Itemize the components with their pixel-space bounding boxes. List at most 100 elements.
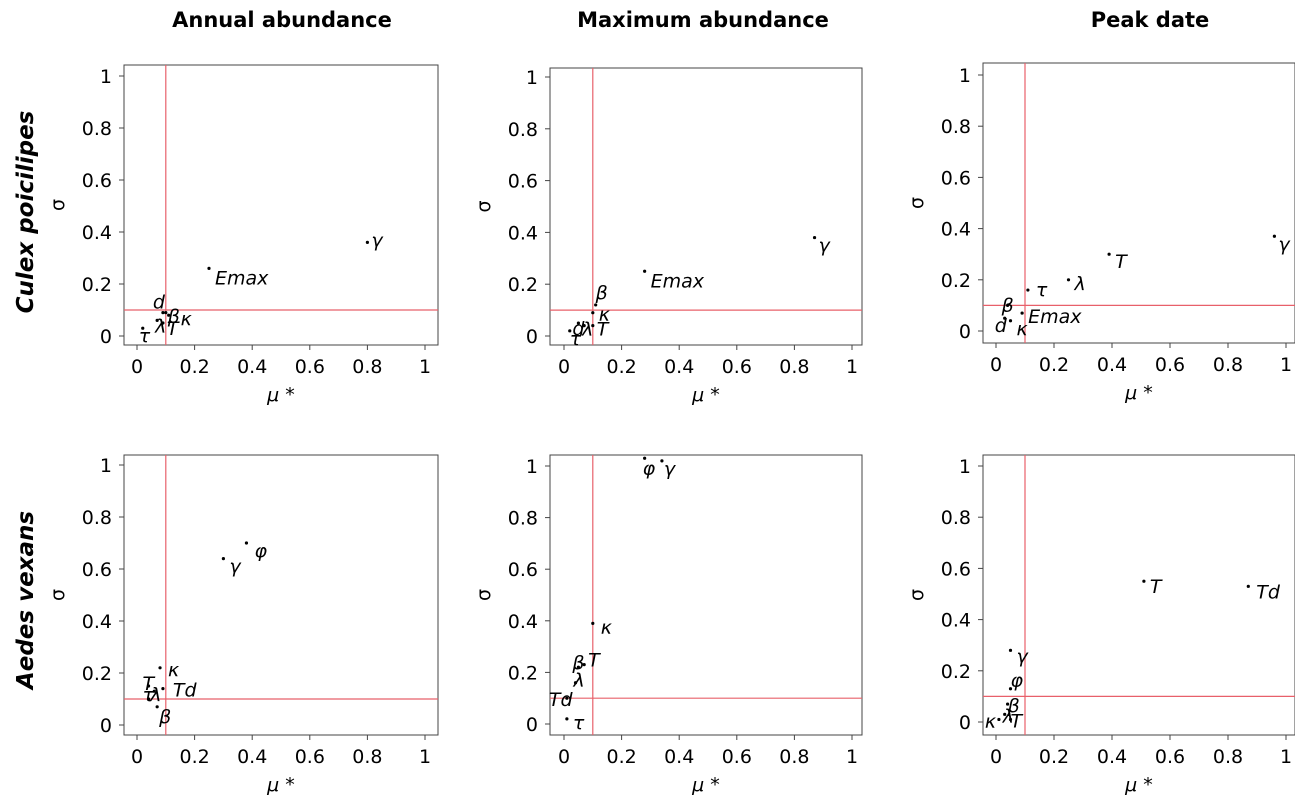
data-point (568, 329, 572, 333)
y-tick-label: 0 (959, 712, 971, 734)
data-point-label: λ (149, 684, 161, 706)
data-point-label: T (143, 673, 156, 695)
data-point-label: τ (570, 328, 582, 350)
data-point (1003, 316, 1007, 320)
y-tick-label: 0.4 (508, 222, 538, 244)
data-point (1003, 712, 1007, 716)
data-point (365, 240, 369, 244)
x-tick-label: 0.6 (295, 746, 325, 768)
data-point-label: τ (143, 684, 155, 706)
y-tick-label: 0.6 (508, 171, 538, 193)
x-tick-label: 0.8 (1213, 746, 1243, 768)
data-point-label: λ (1074, 273, 1086, 295)
y-tick-label: 1 (100, 66, 112, 88)
data-point-label: T (597, 319, 610, 341)
x-tick-label: 0.2 (179, 746, 209, 768)
x-axis-label: μ * (266, 774, 295, 796)
data-point (582, 663, 586, 667)
data-point-label: Emax (215, 267, 269, 289)
y-tick-label: 1 (959, 456, 971, 478)
column-title-peak-date: Peak date (1090, 8, 1210, 32)
data-point (591, 311, 595, 315)
plot-frame (549, 454, 863, 736)
data-point-label: κ (601, 616, 613, 638)
data-point-label: Td (1256, 581, 1281, 603)
x-tick-label: 0.4 (237, 746, 267, 768)
y-axis-label: σ (473, 200, 495, 212)
x-tick-label: 0.8 (779, 356, 809, 378)
data-point (1142, 579, 1146, 583)
y-tick-label: 0.8 (941, 507, 971, 529)
x-tick-label: 1 (846, 746, 858, 768)
data-point (146, 697, 151, 701)
y-axis-label: σ (47, 199, 69, 211)
data-point (155, 318, 159, 322)
data-point (1272, 234, 1276, 238)
data-point-label: κ (985, 710, 997, 732)
x-tick-label: 0.4 (664, 356, 694, 378)
data-point-label: d (995, 315, 1008, 337)
y-tick-label: 1 (100, 455, 112, 477)
y-tick-label: 1 (526, 67, 538, 89)
x-tick-label: 0.6 (1155, 746, 1185, 768)
data-point (643, 269, 647, 273)
x-tick-label: 0.2 (179, 356, 209, 378)
y-tick-label: 0.2 (82, 274, 112, 296)
data-point (565, 696, 569, 700)
plot-frame (982, 62, 1295, 344)
data-point (1246, 584, 1250, 588)
data-point (1006, 702, 1010, 706)
y-tick-label: 0 (100, 715, 112, 737)
data-point-label: Td (173, 680, 198, 702)
data-point-label: β (167, 306, 180, 328)
scatter-panel-1-1: 0 0.2 0.4 0.6 0.8 1 0 0.2 0.4 0.6 0.8 1 μ * σ φ γ κTβλTd… (473, 454, 863, 796)
y-axis-label: σ (906, 197, 928, 209)
y-tick-label: 0.2 (508, 274, 538, 296)
data-point (244, 541, 249, 545)
data-point-label: φ (254, 540, 267, 562)
x-axis-label: μ * (266, 384, 295, 406)
y-tick-label: 1 (959, 65, 971, 87)
data-point (1020, 311, 1024, 315)
data-point (1008, 648, 1013, 652)
x-tick-label: 0.2 (606, 746, 636, 768)
y-tick-label: 0.6 (82, 559, 112, 581)
data-point (1006, 303, 1010, 307)
data-point (573, 681, 578, 685)
data-point-label: β (1007, 695, 1020, 717)
plot-frame (549, 67, 863, 346)
data-point (221, 557, 225, 561)
data-point-label: T (1011, 710, 1024, 732)
column-title-maximum-abundance: Maximum abundance (577, 8, 829, 32)
data-point (161, 311, 165, 315)
y-tick-label: 0.4 (82, 222, 112, 244)
data-point-label: β (158, 706, 171, 728)
y-tick-label: 0.8 (508, 119, 538, 141)
data-point-label: T (1150, 576, 1163, 598)
data-point-label: φ (643, 457, 656, 479)
data-point-label: d (572, 318, 585, 340)
x-tick-label: 1 (1280, 354, 1292, 376)
y-tick-label: 0.2 (508, 662, 538, 684)
x-tick-label: 0.4 (237, 356, 267, 378)
data-point (591, 324, 595, 328)
y-tick-label: 0.8 (508, 508, 538, 530)
y-tick-label: 0.6 (508, 559, 538, 581)
x-tick-label: 0.6 (722, 746, 752, 768)
x-tick-label: 0 (131, 746, 143, 768)
data-point (164, 311, 168, 315)
y-tick-label: 0 (100, 326, 112, 348)
data-point (591, 621, 595, 625)
x-tick-label: 1 (846, 356, 858, 378)
data-point-label: Td (549, 689, 574, 711)
x-tick-label: 0 (990, 354, 1002, 376)
x-tick-label: 0.4 (664, 746, 694, 768)
data-point-label: τ (1036, 279, 1048, 301)
data-point (594, 303, 598, 307)
x-tick-label: 0 (990, 746, 1002, 768)
x-axis-label: μ * (1124, 382, 1153, 404)
y-tick-label: 0.4 (941, 610, 971, 632)
x-tick-label: 0.2 (1039, 746, 1069, 768)
x-tick-label: 1 (419, 746, 431, 768)
